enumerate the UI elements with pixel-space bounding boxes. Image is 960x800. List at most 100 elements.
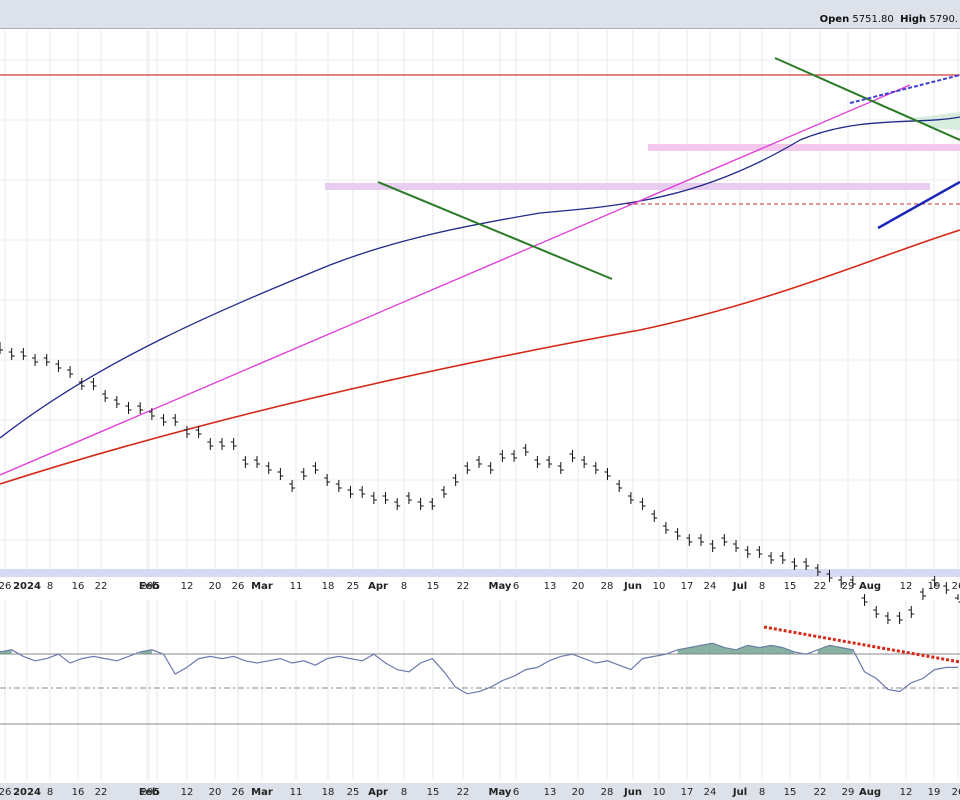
overbought-fill [817, 645, 853, 654]
x-tick-label-32: 29 [842, 787, 855, 798]
axis-separator [0, 569, 960, 577]
x-tick-label-0: 26 [0, 787, 11, 798]
blue-dashed-line [849, 74, 960, 104]
momentum-grid [0, 600, 960, 800]
x-tick-label-5: 29 [141, 581, 154, 592]
x-tick-label-3: 16 [72, 787, 85, 798]
x-tick-label-20: 6 [513, 787, 519, 798]
x-tick-label-31: 22 [814, 787, 827, 798]
x-tick-label-0: 26 [0, 581, 11, 592]
sma-50-line [0, 116, 960, 439]
x-tick-label-10: 26 [232, 787, 245, 798]
x-tick-label-35: 19 [928, 581, 941, 592]
x-tick-label-21: 13 [544, 581, 557, 592]
x-tick-label-12: 11 [290, 787, 303, 798]
x-tick-label-24: Jun [623, 787, 642, 798]
x-tick-label-10: 26 [232, 581, 245, 592]
x-tick-label-17: 15 [427, 787, 440, 798]
x-tick-label-16: 8 [401, 581, 407, 592]
x-tick-label-5: 29 [141, 787, 154, 798]
x-tick-label-8: 12 [181, 787, 194, 798]
x-tick-label-33: Aug [859, 581, 881, 592]
x-tick-label-2: 8 [47, 787, 53, 798]
x-tick-label-23: 28 [601, 581, 614, 592]
resistance-zone-june [648, 144, 960, 151]
blue-support-line [877, 180, 960, 230]
x-tick-label-9: 20 [209, 581, 222, 592]
x-tick-label-23: 28 [601, 787, 614, 798]
x-tick-label-20: 6 [513, 581, 519, 592]
x-tick-label-14: 25 [347, 581, 360, 592]
x-tick-label-4: 22 [95, 787, 108, 798]
x-tick-label-24: Jun [623, 581, 642, 592]
resistance-zone-april [325, 183, 930, 190]
x-tick-label-36: 26 [952, 581, 960, 592]
x-tick-label-11: Mar [251, 581, 273, 592]
x-tick-label-34: 12 [900, 787, 913, 798]
x-tick-label-1: 2024 [13, 787, 41, 798]
momentum-panel[interactable] [0, 625, 960, 695]
x-tick-label-18: 22 [457, 787, 470, 798]
x-tick-label-16: 8 [401, 787, 407, 798]
overbought-fill [677, 643, 795, 654]
x-tick-label-13: 18 [322, 581, 335, 592]
sma-200-line [0, 229, 960, 485]
support-zones [0, 74, 960, 205]
chart-header: Open 5751.80 High 5790. [0, 0, 960, 29]
x-tick-label-25: 10 [653, 787, 666, 798]
x-tick-label-7: 5 [154, 581, 160, 592]
x-tick-label-13: 18 [322, 787, 335, 798]
x-tick-label-8: 12 [181, 581, 194, 592]
x-tick-label-27: 24 [704, 581, 717, 592]
x-tick-label-25: 10 [653, 581, 666, 592]
x-tick-label-32: 29 [842, 581, 855, 592]
open-value: 5751.80 [852, 14, 894, 25]
shaded-zone [912, 112, 960, 130]
x-tick-label-15: Apr [368, 581, 388, 592]
green-downtrend-line-1 [377, 181, 613, 280]
price-grid [0, 30, 960, 577]
x-tick-label-15: Apr [368, 787, 388, 798]
x-tick-label-2: 8 [47, 581, 53, 592]
x-tick-label-22: 20 [572, 581, 585, 592]
x-tick-label-6: Feb [139, 581, 159, 592]
ohlc-readout: Open 5751.80 High 5790. [820, 14, 958, 25]
green-downtrend-line-2 [774, 57, 960, 141]
x-tick-label-28: Jul [732, 787, 747, 798]
x-tick-label-7: 5 [154, 787, 160, 798]
bottom-axis-bg [0, 783, 960, 800]
momentum-line [0, 642, 958, 695]
x-tick-label-11: Mar [251, 787, 273, 798]
x-tick-label-1: 2024 [13, 581, 41, 592]
x-tick-label-19: May [489, 581, 512, 592]
x-tick-label-22: 20 [572, 787, 585, 798]
x-tick-label-29: 8 [759, 787, 765, 798]
x-tick-label-34: 12 [900, 581, 913, 592]
x-tick-label-27: 24 [704, 787, 717, 798]
moving-averages [0, 116, 960, 485]
x-tick-label-29: 8 [759, 581, 765, 592]
x-tick-label-17: 15 [427, 581, 440, 592]
x-tick-label-14: 25 [347, 787, 360, 798]
x-tick-label-30: 15 [784, 787, 797, 798]
high-label: High [900, 14, 927, 25]
x-tick-label-21: 13 [544, 787, 557, 798]
x-tick-label-9: 20 [209, 787, 222, 798]
x-tick-label-6: Feb [139, 787, 159, 798]
x-tick-label-35: 19 [928, 787, 941, 798]
high-value: 5790. [929, 14, 958, 25]
x-tick-label-3: 16 [72, 581, 85, 592]
overbought-fill [0, 649, 12, 654]
x-tick-label-28: Jul [732, 581, 747, 592]
overbought-fill [140, 649, 152, 654]
x-tick-label-19: May [489, 787, 512, 798]
pink-uptrend-line [0, 84, 911, 476]
divergence-line [763, 625, 960, 664]
x-tick-label-26: 17 [681, 581, 694, 592]
x-tick-label-31: 22 [814, 581, 827, 592]
x-tick-label-12: 11 [290, 581, 303, 592]
